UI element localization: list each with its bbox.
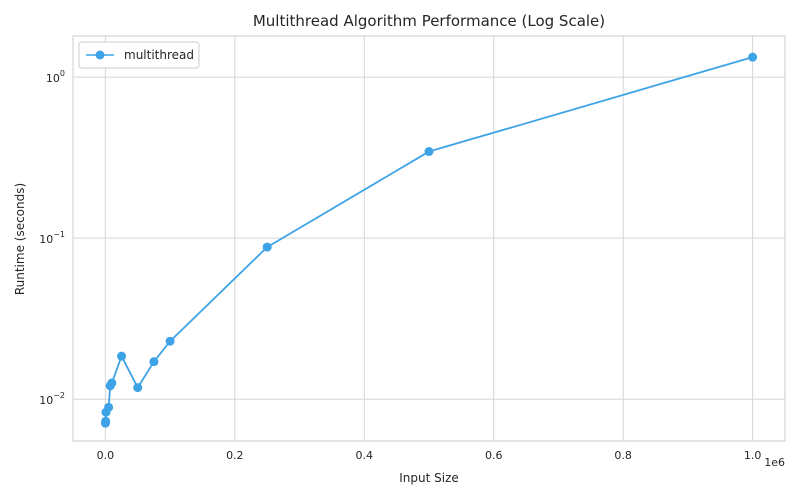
data-point (107, 378, 117, 388)
data-point (262, 242, 272, 252)
legend: multithread (78, 41, 200, 69)
data-point (117, 351, 127, 361)
y-tick-labels: 10−2 10−1 100 (39, 69, 65, 407)
data-point (101, 416, 111, 426)
chart-title: Multithread Algorithm Performance (Log S… (253, 12, 605, 30)
legend-label: multithread (124, 48, 194, 62)
data-point (133, 383, 143, 393)
x-tick-label: 1.0 (744, 449, 762, 462)
plot-frame (72, 35, 786, 442)
x-tick-label: 0.6 (485, 449, 503, 462)
data-point (149, 357, 159, 367)
y-tick-label: 100 (46, 69, 65, 85)
x-tick-label: 0.4 (356, 449, 374, 462)
x-offset-label: 1e6 (764, 456, 785, 469)
x-axis-label: Input Size (399, 471, 459, 485)
series-layer (100, 52, 758, 428)
y-axis-label: Runtime (seconds) (13, 183, 27, 295)
x-tick-label: 0.2 (226, 449, 244, 462)
x-tick-label: 0.0 (97, 449, 115, 462)
y-tick-label: 10−2 (39, 391, 65, 407)
legend-box (78, 41, 200, 69)
data-point (748, 52, 758, 62)
legend-marker (95, 50, 105, 60)
grid (73, 36, 785, 441)
data-point (104, 402, 114, 412)
plot-border (72, 35, 786, 442)
data-point (165, 336, 175, 346)
data-point (424, 147, 434, 157)
x-tick-labels: 0.0 0.2 0.4 0.6 0.8 1.0 (97, 449, 762, 462)
x-tick-label: 0.8 (614, 449, 632, 462)
y-tick-label: 10−1 (39, 230, 65, 246)
